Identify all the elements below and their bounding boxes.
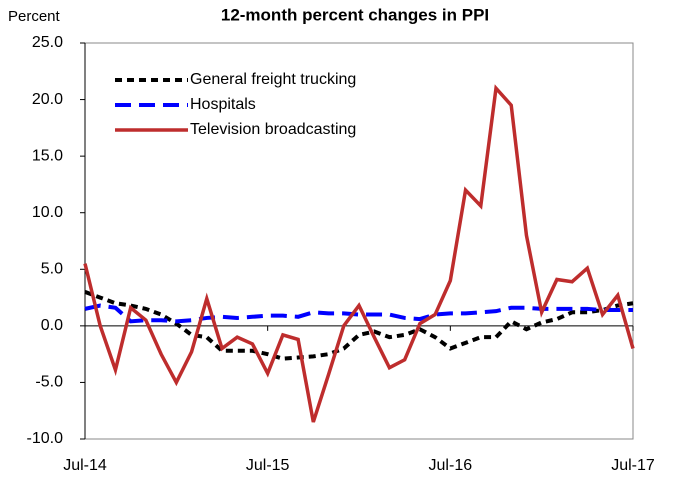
y-tick-label: 0.0	[41, 317, 63, 334]
x-tick-label: Jul-17	[611, 457, 655, 474]
x-tick-label: Jul-14	[63, 457, 107, 474]
y-tick-label: 15.0	[32, 147, 63, 164]
chart-title: 12-month percent changes in PPI	[221, 5, 489, 24]
series-line	[84, 290, 634, 361]
y-tick-label: 25.0	[32, 34, 63, 51]
y-tick-label: 10.0	[32, 204, 63, 221]
legend-label: Hospitals	[190, 96, 256, 113]
y-tick-label: 20.0	[32, 91, 63, 108]
series-line	[83, 84, 635, 423]
legend-label: General freight trucking	[190, 71, 356, 88]
legend-label: Television broadcasting	[190, 121, 356, 138]
y-tick-label: -10.0	[27, 430, 64, 447]
y-axis-label: Percent	[8, 8, 61, 25]
y-tick-label: 5.0	[41, 261, 63, 278]
x-tick-label: Jul-16	[429, 457, 473, 474]
plot-frame	[84, 42, 634, 440]
y-tick-label: -5.0	[35, 374, 63, 391]
x-tick-label: Jul-15	[246, 457, 290, 474]
